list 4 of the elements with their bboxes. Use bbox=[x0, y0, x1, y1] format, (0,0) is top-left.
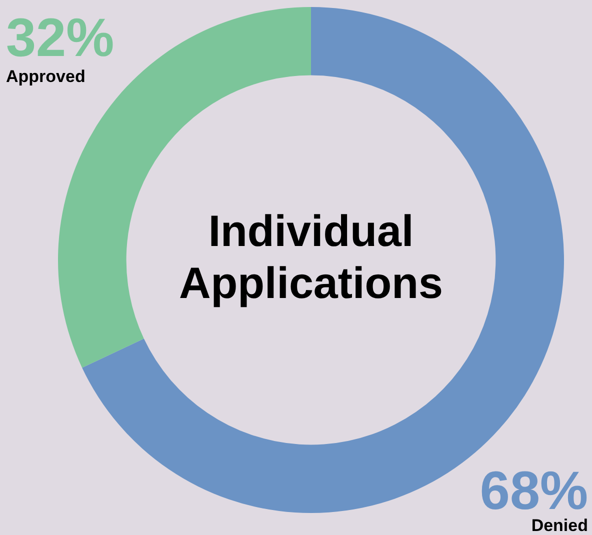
slice-label: Approved bbox=[6, 67, 86, 86]
slice-label: Denied bbox=[531, 516, 588, 535]
text: Individual Applications bbox=[178, 207, 444, 308]
data-label: 32% bbox=[6, 8, 114, 68]
